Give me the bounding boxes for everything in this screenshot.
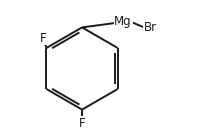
- Text: F: F: [79, 117, 85, 130]
- Text: Mg: Mg: [114, 15, 132, 28]
- Text: Br: Br: [144, 21, 157, 34]
- Text: F: F: [40, 32, 46, 45]
